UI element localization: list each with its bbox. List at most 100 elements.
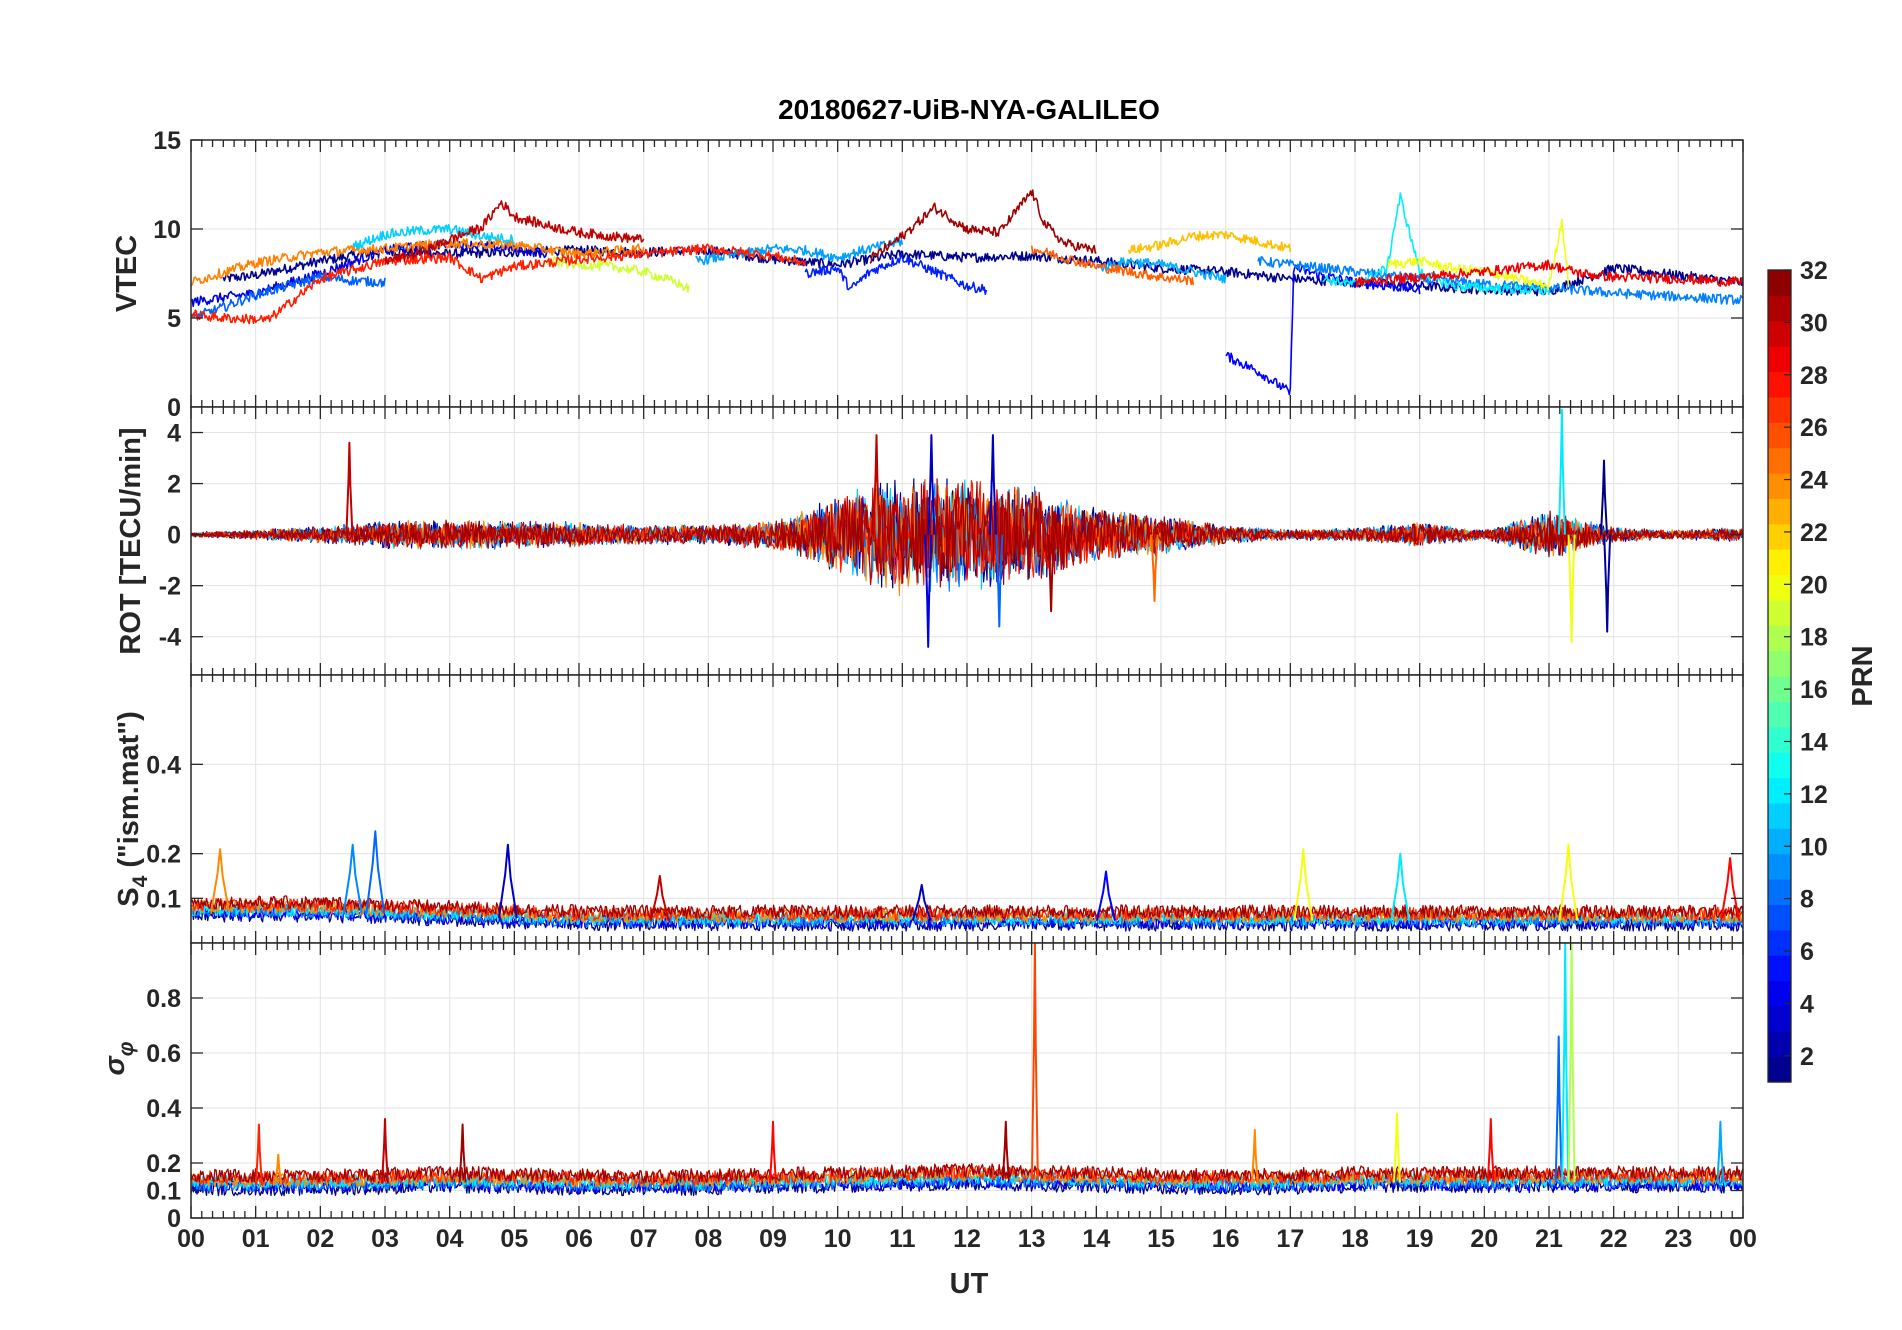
x-tick-label: 06	[565, 1225, 593, 1253]
colorbar-segment	[1768, 473, 1791, 499]
spike-prn-1	[1600, 459, 1608, 535]
x-ticks	[190, 140, 1744, 407]
x-tick-label: 15	[1147, 1225, 1175, 1253]
colorbar-tick-label: 10	[1800, 833, 1828, 861]
colorbar-segment	[1768, 320, 1791, 347]
colorbar-segment	[1768, 1056, 1791, 1083]
colorbar-segment	[1768, 346, 1791, 373]
y-tick-label: -2	[159, 573, 181, 601]
y-tick-label: 0.1	[146, 1178, 181, 1206]
colorbar-segment	[1768, 752, 1791, 779]
x-tick-label: 17	[1276, 1225, 1304, 1253]
spike-prn-24	[274, 1153, 283, 1186]
colorbar-segment	[1768, 701, 1791, 728]
spike-prn-31	[458, 1123, 467, 1183]
spike-prn-9	[342, 843, 363, 914]
colorbar-tick-label: 6	[1800, 938, 1814, 966]
colorbar-segment	[1768, 777, 1791, 804]
x-tick-label: 00	[1729, 1225, 1757, 1253]
trace-prn-9	[191, 903, 1743, 928]
y-tick-label: 0.1	[146, 885, 181, 913]
y-tick-label: 4	[167, 420, 181, 448]
spike-prn-24	[210, 848, 231, 912]
y-axis-label: S4 ("ism.mat")	[113, 711, 152, 907]
colorbar-segment	[1768, 422, 1791, 449]
x-tick-label: 01	[242, 1225, 270, 1253]
y-tick-label: 2	[167, 471, 181, 499]
colorbar-segment	[1768, 980, 1791, 1007]
colorbar-segment	[1768, 371, 1791, 398]
spike-prn-12	[1557, 408, 1566, 535]
panel-s4: 0.1 0.2 0.4S4 ("ism.mat")	[113, 674, 1744, 944]
colorbar-tick-label: 22	[1800, 519, 1828, 547]
colorbar-label: PRN	[1847, 645, 1879, 706]
spike-prn-26	[1030, 943, 1039, 1181]
colorbar-tick-label: 12	[1800, 781, 1828, 809]
grid	[190, 675, 1744, 943]
plot-lines	[191, 943, 1743, 1197]
x-tick-label: 11	[889, 1225, 916, 1253]
colorbar-segment	[1768, 1005, 1791, 1032]
y-tick-label: 0.2	[146, 841, 181, 869]
series-prn-22	[1127, 230, 1292, 254]
colorbar-tick-label: 16	[1800, 676, 1828, 704]
colorbar-segment	[1768, 1031, 1791, 1058]
series-prn-31	[869, 189, 1097, 264]
rot-trace-prn-31	[191, 478, 1743, 587]
series-prn-20	[1386, 218, 1570, 291]
y-tick-label: 0.6	[146, 1040, 181, 1068]
x-tick-label: 02	[306, 1225, 334, 1253]
spike-prn-27	[254, 1123, 263, 1186]
x-ticks	[190, 943, 1744, 1218]
colorbar-tick-label: 2	[1800, 1043, 1814, 1071]
y-tick-label: 0	[167, 394, 181, 422]
colorbar-tick-label: 30	[1800, 309, 1828, 337]
y-tick-label: 0.8	[146, 985, 181, 1013]
x-tick-label: 10	[824, 1225, 852, 1253]
spike-prn-20	[1558, 843, 1579, 921]
x-tick-labels: 00 01 02 03 04 05 06 07 08 09 10 11 12 13 14 15 16 17 18 19…	[177, 1225, 1757, 1253]
trace-prn-31	[191, 895, 1743, 919]
spike-prn-25	[1150, 534, 1159, 602]
x-tick-label: 03	[371, 1225, 399, 1253]
y-tick-label: 0.2	[146, 1150, 181, 1178]
y-tick-label: 0.4	[146, 751, 181, 779]
spike-prn-20	[1567, 534, 1576, 643]
colorbar-segment	[1768, 270, 1791, 296]
x-tick-label: 14	[1082, 1225, 1110, 1253]
spike-prn-31	[1047, 534, 1056, 613]
plot-lines	[191, 830, 1743, 932]
spike-prn-4	[924, 534, 933, 648]
colorbar-segment	[1768, 625, 1791, 652]
panel-rot: -4 -2 0 2 4 ROT [TECU/min]	[115, 406, 1744, 676]
colorbar-segment	[1768, 396, 1791, 423]
colorbar-segment	[1768, 726, 1791, 753]
x-tick-label: 18	[1341, 1225, 1369, 1253]
plot-lines	[191, 408, 1743, 648]
spike-prn-8	[1554, 1035, 1563, 1183]
x-tick-label: 00	[177, 1225, 205, 1253]
spike-prn-20	[1293, 848, 1314, 921]
colorbar-segment	[1768, 599, 1791, 626]
colorbar-frame	[1767, 269, 1792, 1083]
panel-vtec: 0 5 10 15 VTEC	[111, 127, 1744, 422]
spike-prn-10	[1716, 1120, 1725, 1183]
x-tick-label: 21	[1535, 1225, 1563, 1253]
spike-prn-8	[365, 830, 386, 914]
x-tick-label: 23	[1664, 1225, 1692, 1253]
trace-prn-31	[191, 1162, 1743, 1184]
colorbar-tick-label: 14	[1800, 728, 1828, 756]
y-axis-label: ROT [TECU/min]	[115, 427, 147, 654]
x-tick-label: 07	[630, 1225, 658, 1253]
colorbar-tick-label: 20	[1800, 571, 1828, 599]
colorbar-segment	[1768, 523, 1791, 550]
series-prn-11	[351, 223, 516, 252]
y-tick-label: 0	[167, 1205, 181, 1233]
series-prn-25	[1030, 245, 1195, 286]
y-tick-label: 0	[167, 522, 181, 550]
colorbar-segment	[1768, 295, 1791, 322]
x-tick-label: 13	[1018, 1225, 1046, 1253]
x-tick-label: 22	[1600, 1225, 1628, 1253]
panel-sigma_phi: 00.10.2 0.4 0.6 0.8 σφ	[99, 942, 1744, 1233]
spike-prn-28	[769, 1120, 777, 1184]
